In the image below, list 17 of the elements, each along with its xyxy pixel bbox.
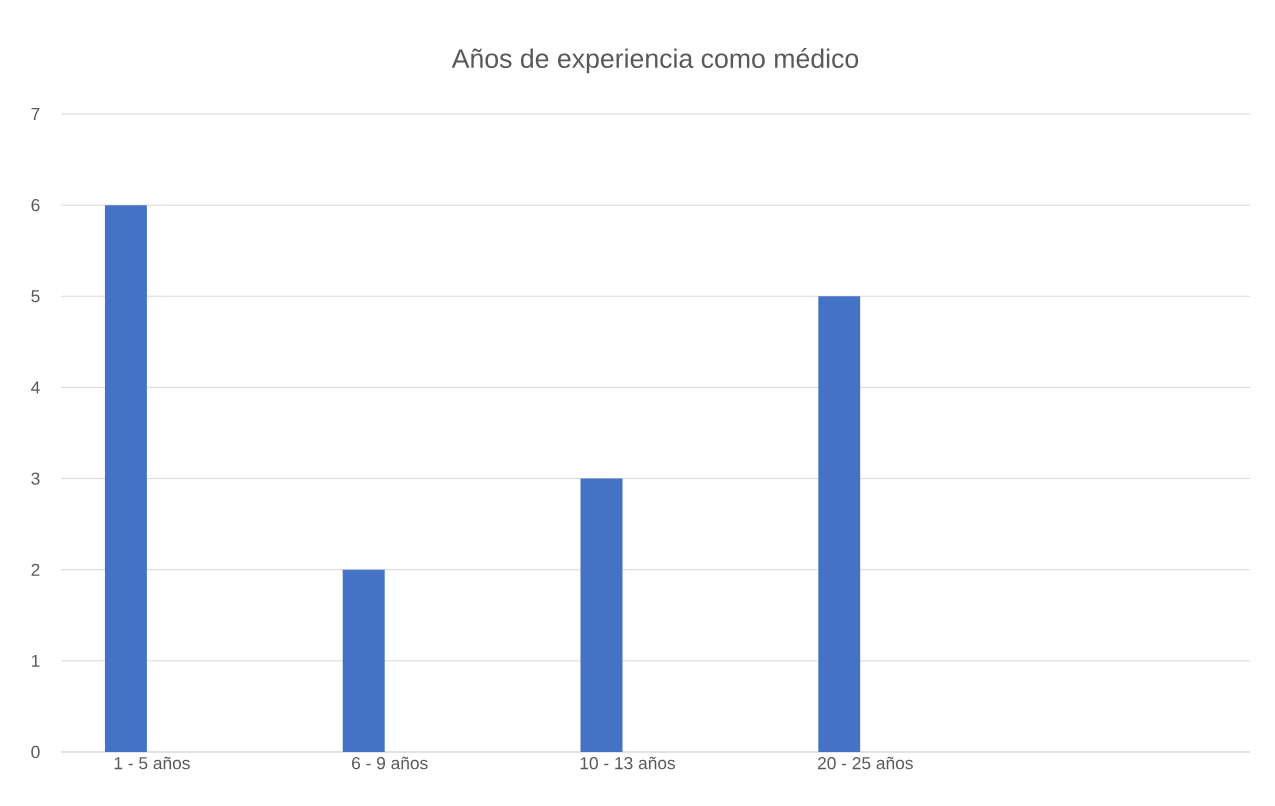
bar <box>342 569 385 752</box>
y-tick-label: 7 <box>31 108 40 120</box>
x-tick-label: 20 - 25 años <box>818 756 913 770</box>
chart-title: Años de experiencia como médico <box>451 48 859 74</box>
y-tick-label: 4 <box>31 381 40 394</box>
y-tick-label: 1 <box>31 654 40 667</box>
x-tick-label: 10 - 13 años <box>580 756 676 770</box>
x-tick-label: 1 - 5 años <box>114 756 190 770</box>
y-tick-label: 5 <box>31 290 40 303</box>
bar <box>818 296 861 752</box>
y-tick-label: 6 <box>31 199 40 212</box>
y-tick-label: 0 <box>31 745 40 759</box>
x-tick-label: 6 - 9 años <box>352 756 428 770</box>
bar <box>104 205 147 752</box>
y-tick-label: 2 <box>31 563 40 576</box>
y-tick-label: 3 <box>31 472 40 485</box>
bar <box>580 478 623 752</box>
